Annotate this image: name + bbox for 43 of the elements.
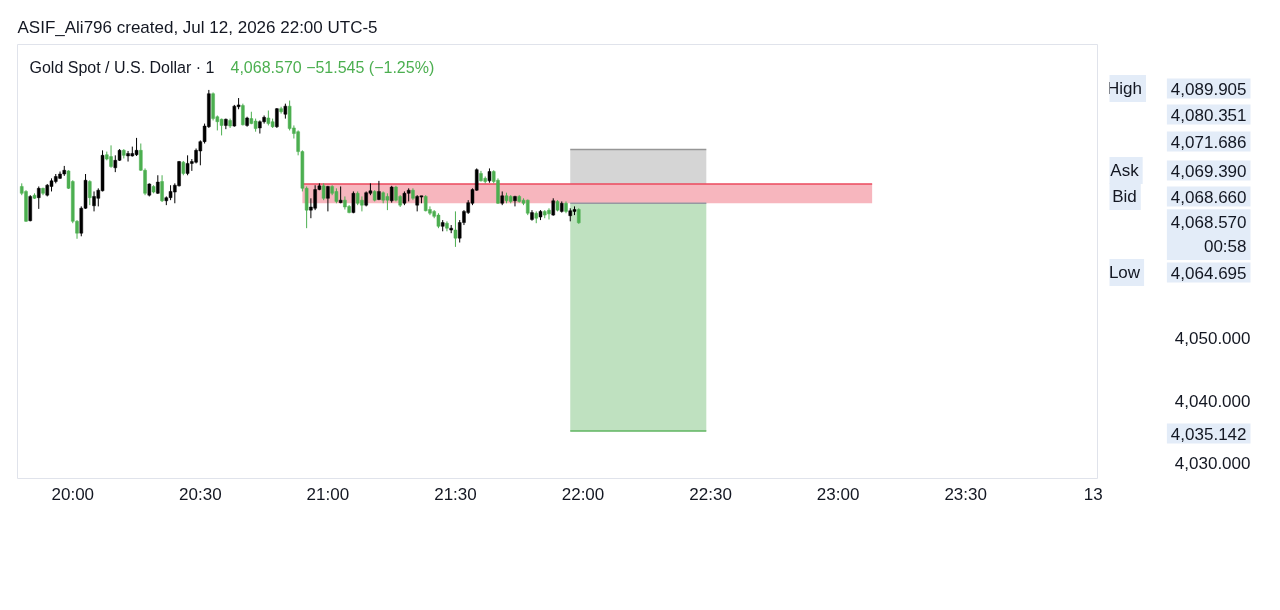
candlestick [258,119,262,135]
text: Gold Spot / U.S. Dollar · 1 [29,59,215,76]
candlestick [134,137,139,157]
candlestick [326,185,330,212]
candlestick [275,107,279,129]
candlestick [160,174,164,203]
y-tick-label: 4,040.000 [1174,391,1251,411]
text: Bid [1112,187,1137,206]
candlestick [343,195,347,211]
x-tick-label: 22:00 [561,484,605,504]
text: Low [1108,263,1141,282]
text: 4,071.686 [1170,132,1247,152]
x-tick-label: 13 [1083,484,1103,504]
candlestick [109,144,113,169]
text: 4,064.695 [1170,263,1247,283]
text: 4,068.570 −51.545 (−1.25%) [230,59,435,76]
text: 4,068.660 [1170,187,1247,207]
x-tick-label: 23:00 [816,484,860,504]
candlestick [92,190,96,212]
candlestick [88,179,92,206]
x-tick-label: 20:00 [51,484,95,504]
x-tick-label: 21:30 [434,484,477,504]
text: Ask [1110,161,1140,180]
candlestick [37,185,41,210]
text: 4,080.351 [1170,105,1247,125]
candlestick [185,154,190,176]
candlestick [360,195,364,212]
y-tick-label: 4,030.000 [1174,453,1251,473]
x-tick-label: 22:30 [689,484,732,504]
text: 4,068.570 00:58 [1170,213,1247,256]
x-tick-label: 23:30 [944,484,987,504]
text: ASIF_Ali796 created, Jul 12, 2026 22:00 UTC-5 [17,17,378,37]
candlestick [513,195,517,207]
candlestick [126,150,130,163]
text: 4,089.905 [1170,79,1247,99]
x-tick-label: 20:30 [179,484,222,504]
candlestick [453,210,458,248]
text: 4,069.390 [1170,161,1247,181]
text: 4,035.142 [1170,424,1247,444]
candlestick [547,207,551,220]
y-tick-label: 4,050.000 [1174,329,1251,349]
x-tick-label: 21:00 [306,484,350,504]
candlestick [156,174,160,195]
